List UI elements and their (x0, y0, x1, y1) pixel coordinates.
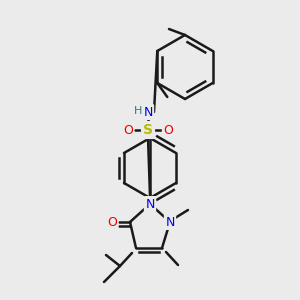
Text: O: O (163, 124, 173, 136)
Text: N: N (143, 106, 153, 118)
Text: N: N (145, 197, 155, 211)
Text: N: N (165, 215, 175, 229)
Text: O: O (123, 124, 133, 136)
Text: H: H (134, 106, 142, 116)
Text: O: O (107, 215, 117, 229)
Text: S: S (143, 123, 153, 137)
